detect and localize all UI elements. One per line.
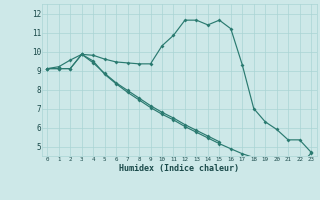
X-axis label: Humidex (Indice chaleur): Humidex (Indice chaleur) [119, 164, 239, 173]
